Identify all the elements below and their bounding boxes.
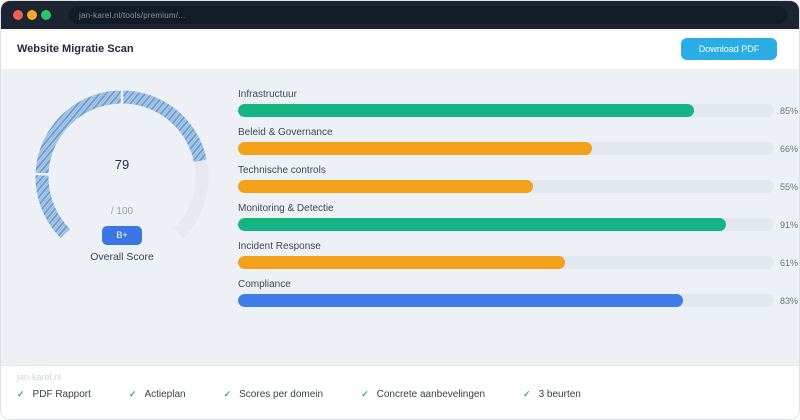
- domain-scores-chart: Infrastructuur 85% Beleid & Governance 6…: [238, 89, 798, 317]
- bar-fill: [238, 256, 565, 269]
- scan-results-panel: 79 / 100 B+ Overall Score Infrastructuur…: [1, 69, 799, 365]
- feature-item: ✓ Concrete aanbevelingen: [361, 389, 485, 400]
- gauge-score-value: 79: [114, 157, 130, 172]
- domain-score-row: Monitoring & Detectie 91%: [238, 203, 798, 231]
- gauge-score-max: / 100: [110, 206, 134, 217]
- gauge-arc: [34, 89, 209, 239]
- bar-fill: [238, 142, 592, 155]
- overall-score-gauge: 79 / 100 B+ Overall Score: [32, 87, 212, 283]
- feature-item: ✓ Actieplan: [129, 389, 186, 400]
- feature-list: ✓ PDF Rapport ✓ Actieplan ✓ Scores per d…: [17, 389, 783, 400]
- bar-track: [238, 294, 774, 307]
- bar-track: [238, 180, 774, 193]
- domain-score-row: Technische controls 55%: [238, 165, 798, 193]
- bar-fill: [238, 104, 694, 117]
- bar-fill: [238, 180, 533, 193]
- domain-score-row: Infrastructuur 85%: [238, 89, 798, 117]
- bar-track: [238, 218, 774, 231]
- feature-item: ✓ Scores per domein: [224, 389, 323, 400]
- check-icon: ✓: [361, 389, 369, 399]
- feature-label: Actieplan: [144, 389, 186, 400]
- feature-item: ✓ PDF Rapport: [17, 389, 91, 400]
- footer: jan-karel.nl ✓ PDF Rapport ✓ Actieplan ✓…: [1, 365, 799, 419]
- minimize-window-dot-icon[interactable]: [27, 10, 37, 20]
- bar-track: [238, 142, 774, 155]
- bar-fill: [238, 294, 683, 307]
- feature-label: PDF Rapport: [32, 389, 91, 400]
- check-icon: ✓: [223, 389, 232, 399]
- address-bar[interactable]: jan-karel.nl/tools/premium/...: [69, 6, 787, 24]
- gauge-caption: Overall Score: [90, 251, 154, 263]
- domain-percent: 83%: [779, 295, 798, 306]
- check-icon: ✓: [128, 389, 137, 399]
- url-text: jan-karel.nl/tools/premium/...: [79, 10, 186, 20]
- footer-site-label: jan-karel.nl: [17, 372, 62, 382]
- traffic-lights: [13, 10, 51, 20]
- domain-score-row: Beleid & Governance 66%: [238, 127, 798, 155]
- grade-badge: B+: [102, 226, 142, 245]
- download-pdf-button[interactable]: Download PDF: [681, 38, 777, 60]
- domain-label: Technische controls: [238, 165, 326, 176]
- bar-track: [238, 256, 774, 269]
- domain-label: Incident Response: [238, 241, 321, 252]
- domain-label: Compliance: [238, 279, 291, 290]
- browser-bar: jan-karel.nl/tools/premium/...: [1, 1, 799, 29]
- domain-score-row: Compliance 83%: [238, 279, 798, 307]
- feature-label: 3 beurten: [538, 389, 581, 400]
- feature-label: Concrete aanbevelingen: [376, 389, 486, 400]
- domain-label: Infrastructuur: [238, 89, 297, 100]
- domain-percent: 61%: [779, 257, 798, 268]
- domain-percent: 55%: [779, 181, 798, 192]
- page-title: Website Migratie Scan: [17, 43, 134, 55]
- domain-label: Monitoring & Detectie: [238, 203, 334, 214]
- check-icon: ✓: [17, 389, 25, 399]
- domain-label: Beleid & Governance: [238, 127, 333, 138]
- domain-percent: 91%: [779, 219, 798, 230]
- feature-label: Scores per domein: [239, 389, 324, 400]
- domain-percent: 85%: [779, 105, 798, 116]
- maximize-window-dot-icon[interactable]: [41, 10, 51, 20]
- domain-percent: 66%: [779, 143, 798, 154]
- feature-item: ✓ 3 beurten: [523, 389, 581, 400]
- domain-score-row: Incident Response 61%: [238, 241, 798, 269]
- close-window-dot-icon[interactable]: [13, 10, 23, 20]
- page-header: Website Migratie Scan Download PDF: [1, 29, 799, 69]
- bar-fill: [238, 218, 726, 231]
- check-icon: ✓: [523, 389, 531, 399]
- bar-track: [238, 104, 774, 117]
